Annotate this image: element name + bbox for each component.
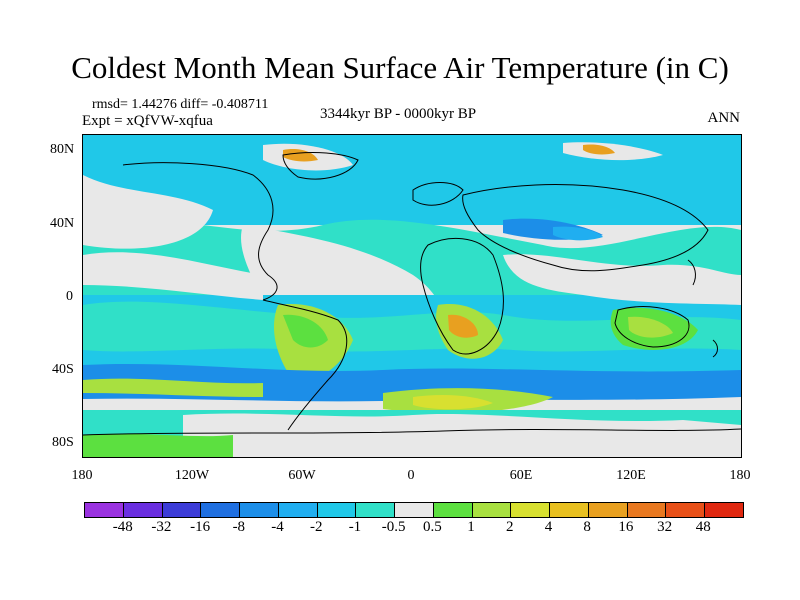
- colorbar-swatch: [433, 503, 473, 517]
- lon-tick-60w: 60W: [288, 468, 316, 483]
- stats-label: rmsd= 1.44276 diff= -0.408711: [92, 97, 269, 112]
- colorbar-label: 2: [506, 519, 514, 535]
- colorbar-swatch: [588, 503, 628, 517]
- anomaly-fields: [83, 135, 741, 457]
- colorbar-label: 1: [467, 519, 475, 535]
- colorbar-label: -1: [348, 519, 362, 535]
- colorbar-swatch: [123, 503, 163, 517]
- lon-tick-180w: 180: [71, 468, 93, 483]
- colorbar-label: 8: [583, 519, 591, 535]
- map-svg: [83, 135, 741, 457]
- lat-tick-40n: 40N: [50, 216, 75, 231]
- colorbar-label: 16: [618, 519, 634, 535]
- colorbar-swatch: [705, 503, 744, 517]
- period-label: 3344kyr BP - 0000kyr BP: [320, 106, 477, 122]
- chart-title: Coldest Month Mean Surface Air Temperatu…: [71, 50, 729, 85]
- colorbar-label: -2: [309, 519, 323, 535]
- lat-tick-0: 0: [66, 289, 73, 304]
- colorbar-swatch: [201, 503, 241, 517]
- lon-tick-0: 0: [407, 468, 415, 483]
- colorbar-label: -48: [112, 519, 133, 535]
- colorbar-label: -8: [232, 519, 246, 535]
- colorbar-swatch: [278, 503, 318, 517]
- lon-tick-180e: 180: [729, 468, 751, 483]
- colorbar-label: 48: [695, 519, 711, 535]
- colorbar-swatch: [550, 503, 589, 517]
- colorbar-label: -4: [271, 519, 284, 535]
- season-label: ANN: [707, 110, 741, 126]
- colorbar-swatch: [317, 503, 357, 517]
- colorbar-swatch: [472, 503, 512, 517]
- lon-tick-120w: 120W: [174, 468, 210, 483]
- colorbar: [84, 502, 744, 518]
- colorbar-label: -32: [151, 519, 172, 535]
- temperature-map: [82, 134, 742, 458]
- colorbar-label: 32: [657, 519, 673, 535]
- colorbar-label: -16: [190, 519, 211, 535]
- colorbar-label: -0.5: [381, 519, 406, 535]
- experiment-label: Expt = xQfVW-xqfua: [82, 113, 213, 129]
- colorbar-swatch: [666, 503, 706, 517]
- colorbar-swatch: [511, 503, 551, 517]
- lat-tick-40s: 40S: [52, 362, 74, 377]
- colorbar-swatch: [627, 503, 667, 517]
- lon-tick-60e: 60E: [509, 468, 533, 483]
- lon-tick-120e: 120E: [616, 468, 646, 483]
- colorbar-label: 4: [544, 519, 553, 535]
- colorbar-swatch: [240, 503, 279, 517]
- colorbar-swatch: [395, 503, 434, 517]
- colorbar-swatch: [356, 503, 396, 517]
- colorbar-swatch: [85, 503, 124, 517]
- colorbar-label: 0.5: [422, 519, 442, 535]
- lat-tick-80s: 80S: [52, 435, 74, 450]
- lat-tick-80n: 80N: [50, 142, 75, 157]
- colorbar-swatch: [162, 503, 202, 517]
- coastlines: [83, 152, 741, 436]
